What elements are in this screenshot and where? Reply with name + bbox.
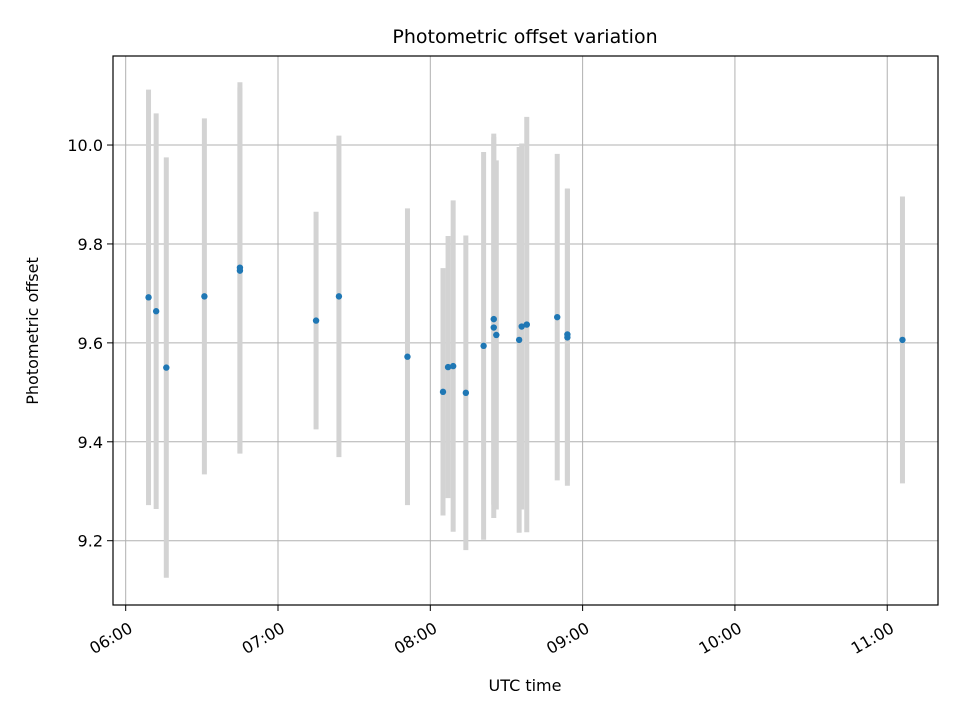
data-point (490, 315, 497, 323)
x-tick-label: 10:00 (695, 618, 744, 658)
x-tick-label: 09:00 (543, 618, 592, 658)
data-point (493, 331, 500, 339)
data-point (480, 342, 487, 350)
data-point (163, 364, 170, 371)
error-bars (146, 82, 905, 578)
data-point (236, 264, 244, 271)
data-point (490, 324, 497, 331)
y-tick-label: 10.0 (67, 136, 103, 155)
y-tick-label: 9.6 (78, 334, 103, 353)
data-point (335, 293, 343, 300)
data-point (462, 389, 470, 397)
y-axis-label: Photometric offset (23, 257, 42, 405)
data-point (444, 363, 452, 371)
chart-title: Photometric offset variation (392, 26, 657, 48)
x-tick-label: 06:00 (86, 618, 135, 658)
data-point (404, 353, 411, 360)
x-tick-label: 08:00 (391, 618, 440, 658)
data-point (899, 336, 906, 344)
data-point (201, 293, 208, 300)
data-points (145, 264, 906, 397)
data-point (449, 362, 457, 370)
plot-frame (112, 55, 939, 606)
data-point (523, 321, 530, 328)
y-tick-label: 9.2 (78, 532, 103, 551)
x-tick-label: 11:00 (848, 618, 897, 658)
y-tick-label: 9.4 (78, 433, 103, 452)
data-point (518, 323, 525, 330)
data-point (145, 294, 152, 301)
data-point (152, 308, 160, 315)
y-tick-label: 9.8 (78, 235, 103, 254)
x-axis-ticks: 06:00 07:00 08:00 09:00 10:00 11:00 (86, 605, 897, 658)
data-point (554, 313, 561, 321)
x-tick-label: 07:00 (239, 618, 288, 658)
data-point (439, 388, 447, 396)
x-axis-label: UTC time (489, 676, 562, 695)
data-point (312, 317, 320, 324)
data-point (564, 334, 571, 341)
y-axis-ticks: 9.2 9.4 9.6 9.8 10.0 (67, 136, 113, 551)
data-point (515, 336, 523, 344)
